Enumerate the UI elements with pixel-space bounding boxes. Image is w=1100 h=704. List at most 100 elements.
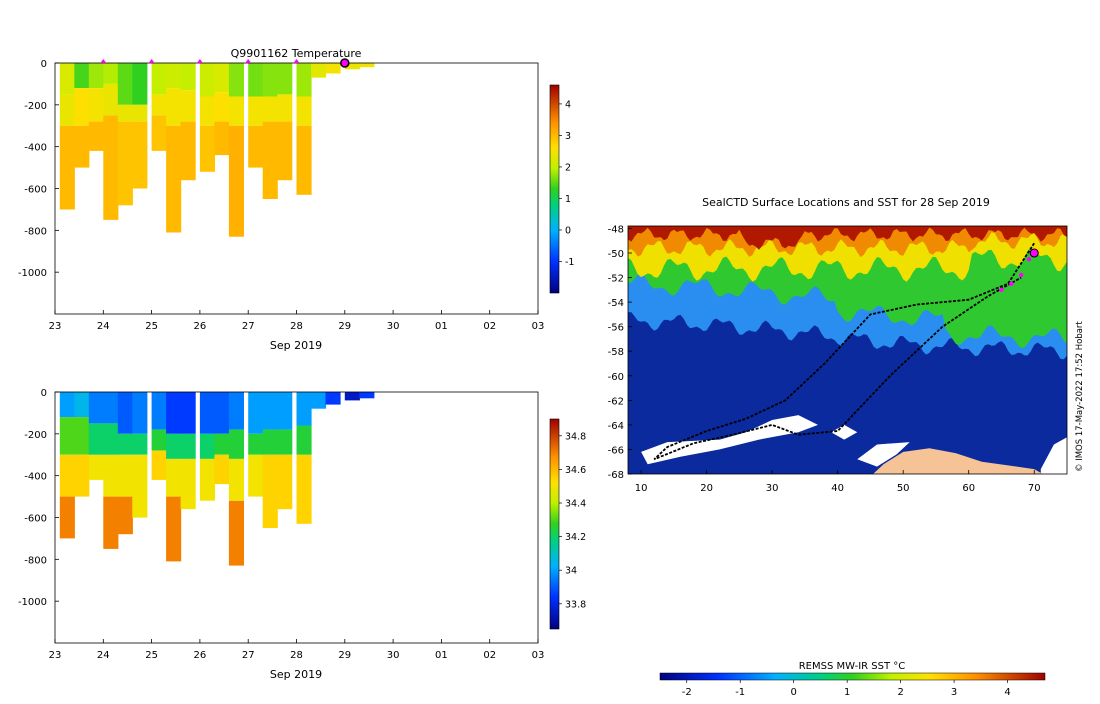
section-cell [166, 63, 182, 89]
section-cell [151, 115, 167, 151]
x-tick-label: 25 [145, 321, 158, 332]
temperature-plot-title: Q9901162 Temperature [231, 47, 362, 60]
sst-colorbar: REMSS MW-IR SST °C -2 -1 0 1 2 3 4 [659, 661, 1046, 698]
section-cell [199, 433, 215, 459]
y-tick-label: -400 [24, 143, 47, 154]
section-cell [74, 417, 90, 455]
map-x-tick-label: 50 [897, 483, 910, 494]
section-cell [199, 125, 215, 172]
sst-map: SealCTD Surface Locations and SST for 28… [608, 196, 1085, 494]
recent-location-point [1009, 281, 1014, 286]
salinity-axes: 23 24 25 26 27 28 29 30 01 02 03 0 -200 -400 -600 -800 -… [18, 388, 544, 661]
x-tick-label: 24 [97, 650, 110, 661]
map-x-tick-label: 60 [962, 483, 975, 494]
section-cell [59, 94, 75, 126]
colorbar-tick-label: 34.6 [565, 465, 586, 476]
section-cell [228, 125, 244, 237]
section-cell [344, 392, 360, 401]
x-tick-label: 25 [145, 650, 158, 661]
y-tick-label: -200 [24, 101, 47, 112]
seal-track [653, 242, 1035, 461]
x-tick-label: 02 [483, 650, 496, 661]
y-tick-label: -1000 [18, 597, 47, 608]
section-cell [262, 63, 278, 97]
section-cell [88, 423, 104, 455]
section-cell [180, 458, 196, 510]
y-tick-label: -400 [24, 472, 47, 483]
section-cell [214, 92, 230, 122]
x-tick-label: 29 [338, 650, 351, 661]
section-cell [103, 392, 119, 424]
recent-location-point [1018, 272, 1024, 278]
section-cell [199, 458, 215, 501]
x-tick-label: 01 [435, 650, 448, 661]
section-cell [180, 433, 196, 459]
section-cell [277, 429, 293, 455]
x-tick-label: 30 [387, 321, 400, 332]
section-cell [296, 63, 312, 97]
section-cell [103, 496, 119, 549]
section-cell [166, 125, 182, 233]
sst-colorbar-tick-label: -1 [735, 687, 745, 698]
copyright-label: © IMOS 17-May-2022 17:52 Hobart [1075, 321, 1085, 472]
section-cell [180, 90, 196, 122]
profile-marker [196, 59, 203, 63]
section-cell [117, 121, 133, 206]
x-tick-label: 28 [290, 650, 303, 661]
section-cell [277, 454, 293, 510]
section-cell [228, 392, 244, 430]
map-y-tick-label: -64 [608, 421, 624, 432]
map-y-tick-label: -58 [608, 347, 624, 358]
sst-red-region [628, 226, 1067, 250]
map-x-tick-label: 40 [831, 483, 844, 494]
sst-colorbar-tick-label: 4 [1004, 687, 1010, 698]
colorbar-tick-label: 34.4 [565, 499, 586, 510]
sea-ice-patch [831, 424, 858, 440]
x-tick-label: 29 [338, 321, 351, 332]
colorbar-tick-label: -1 [565, 257, 574, 268]
section-cell [325, 63, 341, 74]
profile-marker [100, 59, 107, 63]
section-cell [166, 458, 182, 497]
section-cell [311, 63, 327, 78]
colorbar-tick-label: 2 [565, 162, 571, 173]
section-cell [277, 94, 293, 122]
section-cell [74, 88, 90, 126]
section-cell [262, 392, 278, 430]
section-cell [59, 63, 75, 95]
recent-locations [999, 248, 1039, 293]
section-cell [103, 115, 119, 220]
sea-ice-patch [857, 442, 910, 467]
map-frame [627, 225, 1068, 475]
section-cell [359, 63, 375, 68]
current-profile-marker [340, 58, 350, 68]
map-y-tick-label: -60 [608, 372, 624, 383]
x-tick-label: 26 [194, 321, 207, 332]
current-location-point [1029, 248, 1039, 258]
profile-marker [245, 59, 252, 63]
section-cell [59, 125, 75, 210]
section-cell [117, 433, 133, 455]
section-cell [88, 63, 104, 89]
section-cell [248, 392, 264, 434]
map-y-tick-label: -50 [608, 249, 624, 260]
section-cell [359, 392, 375, 399]
section-cell [228, 500, 244, 566]
section-cell [325, 392, 341, 405]
section-cell [59, 417, 75, 455]
section-cell [166, 496, 182, 562]
recent-location-point [999, 287, 1004, 293]
section-cell [262, 429, 278, 455]
section-cell [199, 63, 215, 97]
y-tick-label: 0 [41, 388, 47, 399]
map-x-tick-label: 30 [766, 483, 779, 494]
sst-colorbar-tick-label: 2 [897, 687, 903, 698]
section-cell [296, 425, 312, 455]
y-tick-label: -1000 [18, 268, 47, 279]
sst-colorbar-gradient [659, 672, 1046, 681]
sea-ice-patch [1040, 437, 1067, 474]
section-cell [117, 454, 133, 497]
x-tick-label: 27 [242, 650, 255, 661]
salinity-colorbar-ticks: 34.8 34.6 34.4 34.2 34 33.8 [559, 431, 586, 610]
